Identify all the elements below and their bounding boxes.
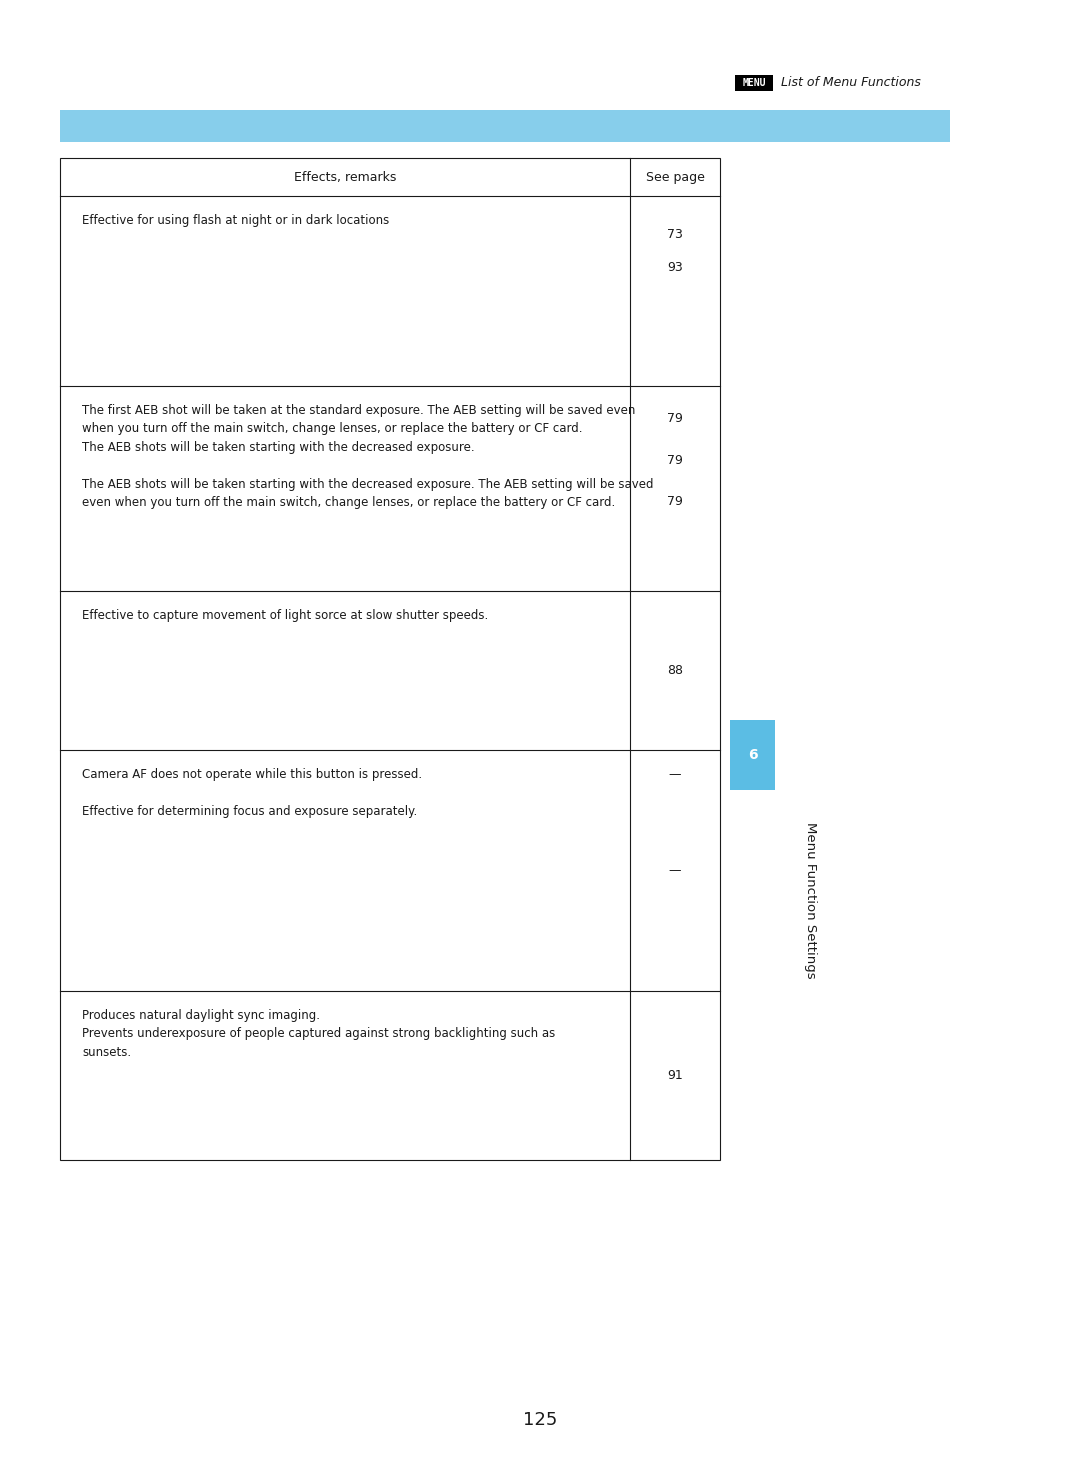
Text: 6: 6 <box>747 748 757 762</box>
Text: 79: 79 <box>667 494 683 508</box>
Bar <box>60 158 720 1160</box>
Text: Menu Function Settings: Menu Function Settings <box>804 822 816 979</box>
Text: 88: 88 <box>667 664 683 677</box>
Text: 79: 79 <box>667 453 683 466</box>
Text: Effective to capture movement of light sorce at slow shutter speeds.: Effective to capture movement of light s… <box>82 608 488 621</box>
Bar <box>735 75 773 92</box>
Text: 93: 93 <box>667 261 683 275</box>
Text: 91: 91 <box>667 1069 683 1082</box>
Text: Effects, remarks: Effects, remarks <box>294 171 396 183</box>
Bar <box>730 720 775 790</box>
Text: Camera AF does not operate while this button is pressed.

Effective for determin: Camera AF does not operate while this bu… <box>82 768 422 818</box>
Text: Produces natural daylight sync imaging.
Prevents underexposure of people capture: Produces natural daylight sync imaging. … <box>82 1008 555 1058</box>
Bar <box>60 111 950 142</box>
Text: —: — <box>669 768 681 781</box>
Text: MENU: MENU <box>742 78 766 89</box>
Text: See page: See page <box>646 171 704 183</box>
Text: List of Menu Functions: List of Menu Functions <box>777 77 921 90</box>
Text: 125: 125 <box>523 1411 557 1429</box>
Text: 73: 73 <box>667 229 683 242</box>
Text: Effective for using flash at night or in dark locations: Effective for using flash at night or in… <box>82 214 389 227</box>
Text: —: — <box>669 863 681 877</box>
Text: The first AEB shot will be taken at the standard exposure. The AEB setting will : The first AEB shot will be taken at the … <box>82 404 653 509</box>
Text: 79: 79 <box>667 412 683 425</box>
